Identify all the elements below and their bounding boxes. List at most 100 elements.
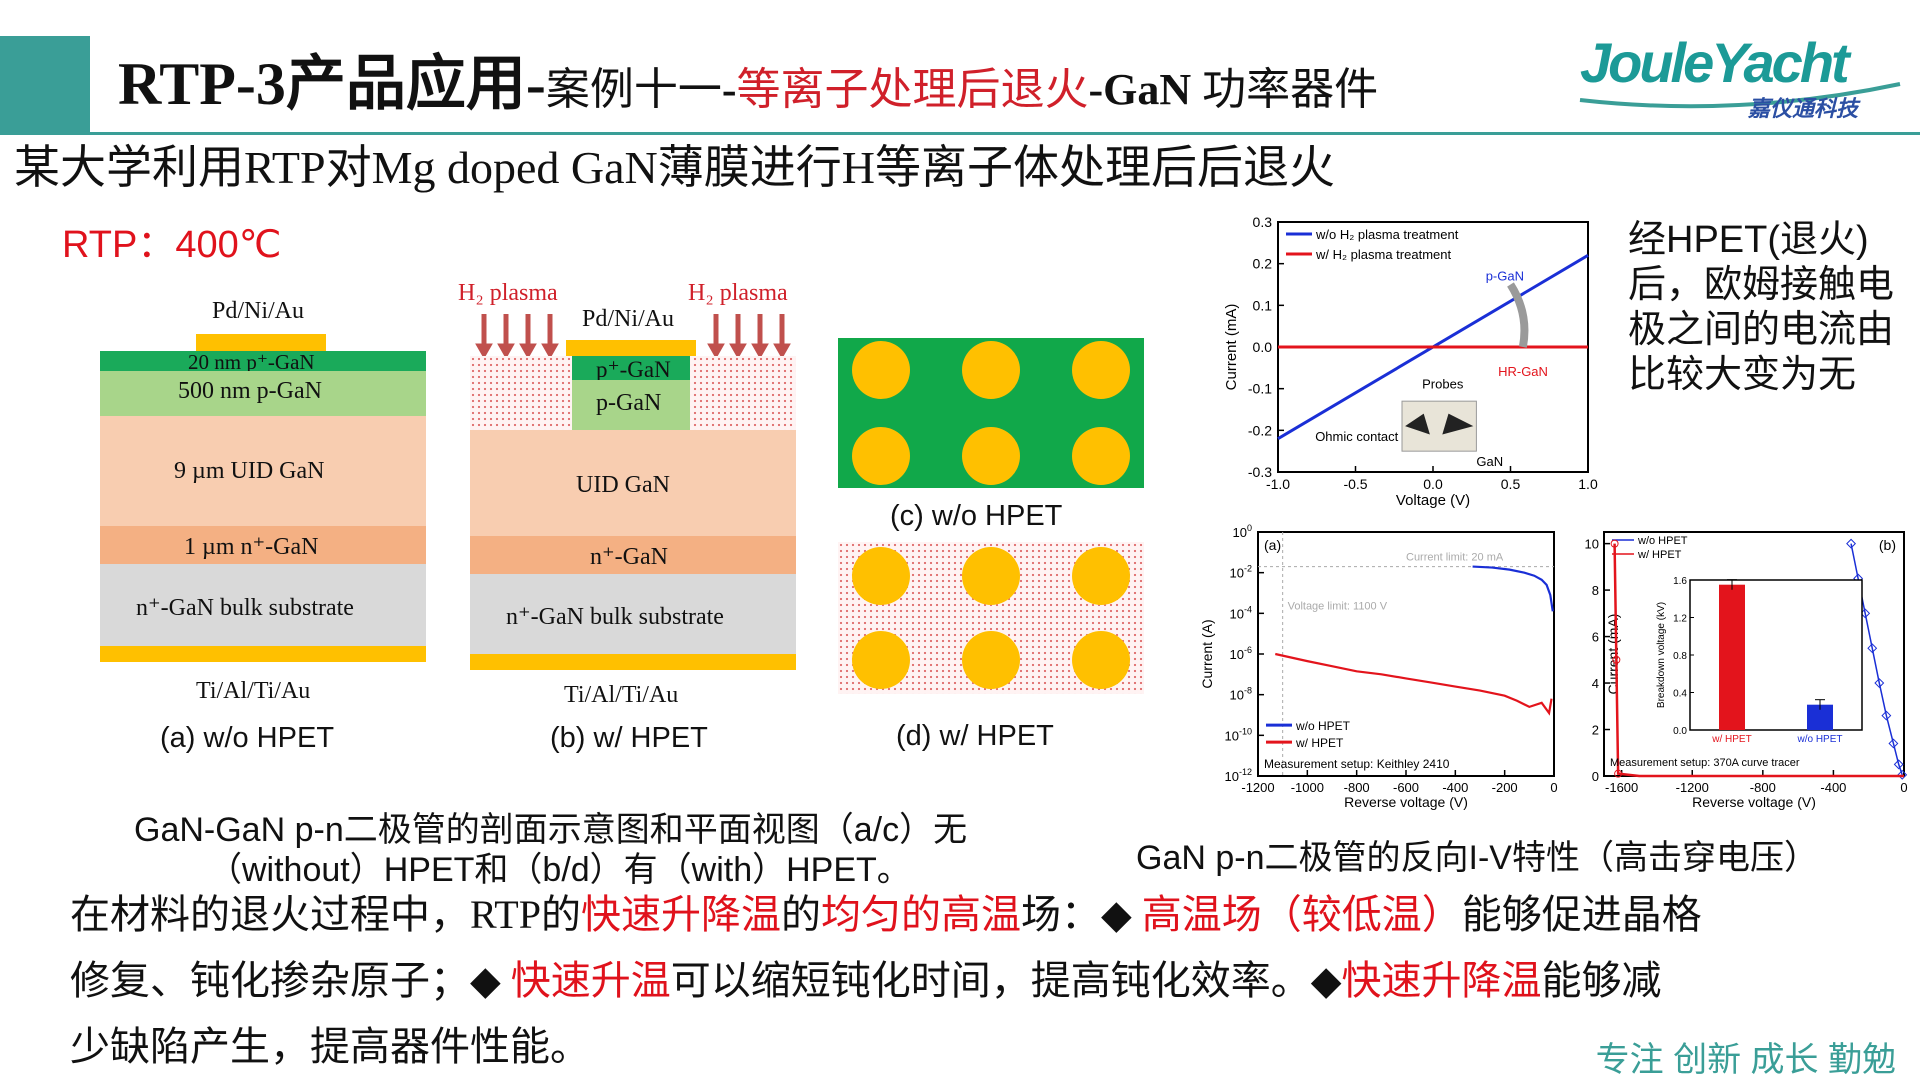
- title-underline: [0, 132, 1920, 135]
- panel-label: (a): [1264, 537, 1281, 553]
- top-contact-label: Pd/Ni/Au: [582, 306, 675, 332]
- note-line: 比较大变为无: [1628, 354, 1857, 396]
- x-tick-label: -400: [1442, 780, 1468, 795]
- plasma-label-left: H₂ plasma: [458, 280, 558, 306]
- paragraph-line: 少缺陷产生，提高器件性能。: [70, 1014, 1702, 1080]
- figure-caption-left-1: GaN-GaN p-n二极管的剖面示意图和平面视图（a/c）无: [134, 811, 968, 849]
- paragraph-text: 可以缩短钝化时间，提高钝化效率。◆: [670, 958, 1342, 1003]
- layer-label: UID GaN: [576, 472, 670, 498]
- layer-n-plus: [470, 536, 796, 574]
- paragraph-text: 的: [780, 892, 821, 937]
- title-device: 功率器件: [1191, 65, 1379, 114]
- x-tick-label: -600: [1393, 780, 1419, 795]
- y-tick-label: 6: [1592, 630, 1599, 645]
- layer-label: 9 µm UID GaN: [174, 458, 325, 484]
- y-tick-label: 0.2: [1253, 256, 1273, 272]
- inset-category-label: w/ HPET: [1711, 734, 1751, 745]
- y-tick-label: -0.2: [1248, 422, 1272, 438]
- plasma-label-right: H₂ plasma: [688, 280, 788, 306]
- title-dash: -: [525, 51, 546, 117]
- annotation-measurement: Measurement setup: Keithley 2410: [1264, 757, 1450, 771]
- x-tick-label: -1600: [1605, 780, 1638, 795]
- panel-label: (b): [1879, 537, 1896, 553]
- layer-uid: [470, 430, 796, 536]
- paragraph-text: 能够促进晶格: [1461, 892, 1702, 937]
- highlight-text: 均匀的高温: [820, 892, 1021, 937]
- x-tick-label: 0: [1550, 780, 1557, 795]
- iv-linear-chart: 0.3 0.2 0.1 0.0 -0.1 -0.2 -0.3-1.0 -0.5 0.0 0.5 1.…: [1223, 214, 1598, 508]
- cross-section-a: Pd/Ni/Au 20 nm p⁺-GaN 500 nm p-GaN 9 µm …: [100, 290, 426, 680]
- data-point: [1612, 655, 1621, 664]
- probe-tip: [1405, 413, 1430, 435]
- contact-pad: [1072, 427, 1130, 485]
- legend-label: w/o HPET: [1295, 719, 1351, 733]
- bottom-contact: [470, 654, 796, 670]
- y-tick-label: 10-4: [1230, 604, 1252, 621]
- reverse-iv-breakdown-chart: 10 8 6 4 2 0 -1600 -1200 -800 -400 0 Reverse voltag…: [1585, 531, 1908, 810]
- data-point: [1846, 538, 1857, 549]
- highlight-text: 高温场（较低温）: [1141, 892, 1462, 937]
- logo-swoosh: [1579, 82, 1901, 109]
- annotation-ohmic: Ohmic contact: [1315, 429, 1398, 444]
- note-line: 极之间的电流由: [1628, 309, 1895, 351]
- paragraph-text: 修复、钝化掺杂原子；◆: [70, 958, 511, 1003]
- layer-label: n⁺-GaN bulk substrate: [136, 595, 354, 621]
- y-tick-label: 0.1: [1253, 297, 1273, 313]
- y-tick-label: 4: [1592, 676, 1599, 691]
- paragraph-line: 修复、钝化掺杂原子；◆ 快速升温可以缩短钝化时间，提高钝化效率。◆快速升降温能够…: [70, 948, 1702, 1014]
- paragraph-text: 场：◆: [1020, 892, 1142, 937]
- y-tick-label: -0.3: [1248, 464, 1272, 480]
- x-tick-label: 1.0: [1578, 476, 1598, 492]
- inset-y-label: Breakdown voltage (kV): [1656, 602, 1667, 708]
- layer-label: n⁺-GaN bulk substrate: [506, 604, 724, 630]
- layer-p: [572, 380, 690, 430]
- top-contact: [196, 334, 326, 351]
- layer-p: [100, 371, 426, 416]
- annotation-p-gan: p-GaN: [1486, 268, 1524, 283]
- layer-label: p-GaN: [596, 390, 662, 416]
- logo-wordmark: JouleYacht: [1580, 31, 1852, 94]
- subtitle: 某大学利用RTP对Mg doped GaN薄膜进行H等离子体处理后后退火: [14, 142, 1335, 193]
- inset-y-tick-label: 0.8: [1673, 651, 1687, 662]
- annotation-gan: GaN: [1476, 454, 1503, 469]
- annotation-measurement: Measurement setup: 370A curve tracer: [1610, 757, 1800, 769]
- contact-pad: [1072, 547, 1130, 605]
- y-tick-label: 10-12: [1225, 767, 1252, 784]
- contact-pad: [1072, 341, 1130, 399]
- y-tick-label: 0: [1592, 769, 1599, 784]
- y-tick-label: 10: [1585, 537, 1599, 552]
- annotation-probes: Probes: [1422, 377, 1464, 392]
- data-point: [1614, 769, 1623, 778]
- plan-view-c: [838, 338, 1144, 488]
- x-tick-label: -1200: [1241, 780, 1274, 795]
- y-tick-label: -0.1: [1248, 381, 1272, 397]
- annotation-voltage-limit: Voltage limit: 1100 V: [1288, 600, 1388, 612]
- x-tick-label: -1000: [1291, 780, 1324, 795]
- contact-pad: [962, 631, 1020, 689]
- caption-c: (c) w/o HPET: [890, 500, 1063, 532]
- x-axis-label: Voltage (V): [1396, 492, 1470, 508]
- y-tick-label: 10-10: [1225, 726, 1252, 743]
- x-tick-label: -0.5: [1343, 476, 1367, 492]
- contact-pad: [852, 341, 910, 399]
- company-logo: JouleYacht 嘉仪通科技: [1570, 22, 1910, 122]
- contact-pad: [852, 631, 910, 689]
- series-line: [1472, 565, 1554, 612]
- y-tick-label: 10-2: [1230, 564, 1252, 581]
- title-process: 等离子处理后退火: [736, 65, 1089, 114]
- y-tick-label: 0.3: [1253, 214, 1273, 230]
- title-dash: -: [721, 65, 737, 114]
- layer-label: p⁺-GaN: [596, 357, 671, 382]
- y-axis-label: Current (mA): [1223, 304, 1240, 391]
- inset-category-label: w/o HPET: [1796, 734, 1842, 745]
- reverse-iv-log-chart: 100 10-2 10-4 10-6 10-8 10-10 10-12-1200 -1000 -…: [1199, 523, 1558, 810]
- legend-label: w/o HPET: [1637, 535, 1688, 547]
- layer-substrate: [470, 574, 796, 654]
- caption-b: (b) w/ HPET: [550, 722, 708, 754]
- company-motto: 专注 创新 成长 勤勉: [1595, 1041, 1896, 1079]
- layer-label: 500 nm p-GaN: [178, 378, 322, 404]
- x-tick-label: 0: [1900, 780, 1907, 795]
- contact-pad: [962, 341, 1020, 399]
- x-tick-label: 0.5: [1501, 476, 1521, 492]
- layer-p-plus: [572, 356, 690, 380]
